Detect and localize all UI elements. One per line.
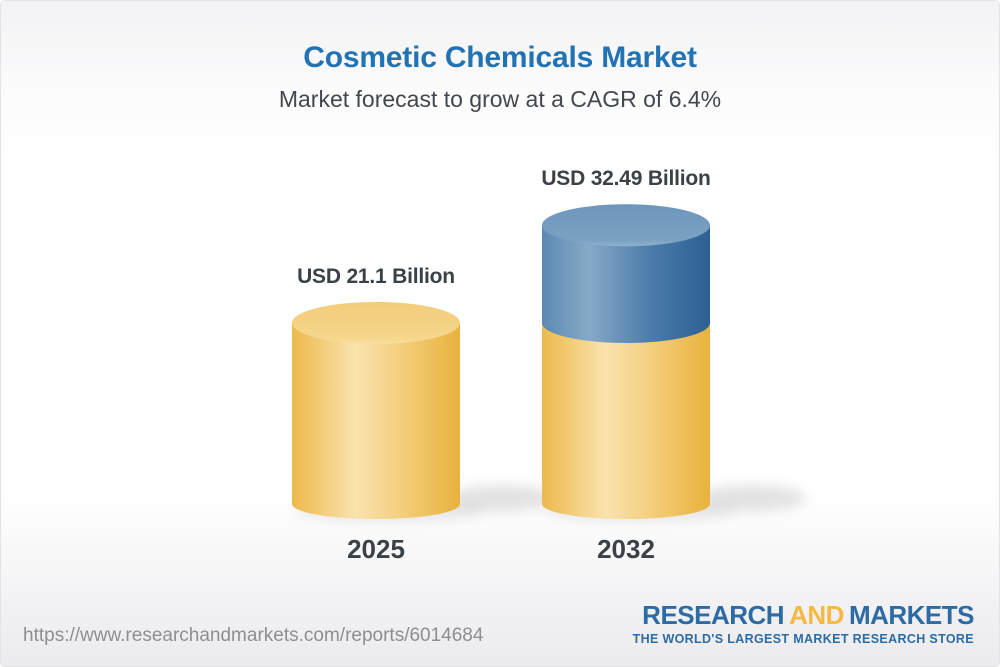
cylinder-bars (292, 204, 806, 521)
cylinder-2032-base-segment (542, 322, 710, 519)
cylinder-cast-shadow (698, 485, 806, 511)
research-and-markets-logo: RESEARCH AND MARKETS THE WORLD'S LARGEST M… (632, 600, 975, 647)
chart-title: Cosmetic Chemicals Market (303, 41, 697, 74)
cylinder-contact-shadow (295, 499, 487, 521)
bar-category-label-2032: 2032 (597, 534, 655, 564)
source-url: https://www.researchandmarkets.com/repor… (23, 625, 484, 646)
cylinder-contact-shadow (545, 499, 737, 521)
logo-wordmark: RESEARCH AND MARKETS (633, 600, 975, 630)
logo-word-and: AND (789, 600, 844, 630)
cylinder-2032-growth-segment (542, 225, 710, 343)
logo-word-markets: MARKETS (848, 600, 975, 630)
bar-value-label-2025: USD 21.1 Billion (297, 264, 455, 288)
cylinder-2025-body (292, 322, 460, 519)
bar-category-label-2025: 2025 (347, 534, 405, 564)
chart-subtitle: Market forecast to grow at a CAGR of 6.4… (278, 86, 722, 112)
cylinder-2025-top (292, 301, 460, 344)
bar-value-label-2032: USD 32.49 Billion (541, 167, 711, 191)
cylinder-cast-shadow (448, 485, 556, 511)
logo-word-research: RESEARCH (642, 600, 785, 630)
logo-tagline: THE WORLD'S LARGEST MARKET RESEARCH STOR… (632, 632, 974, 647)
cylinder-2032-top (542, 204, 710, 247)
